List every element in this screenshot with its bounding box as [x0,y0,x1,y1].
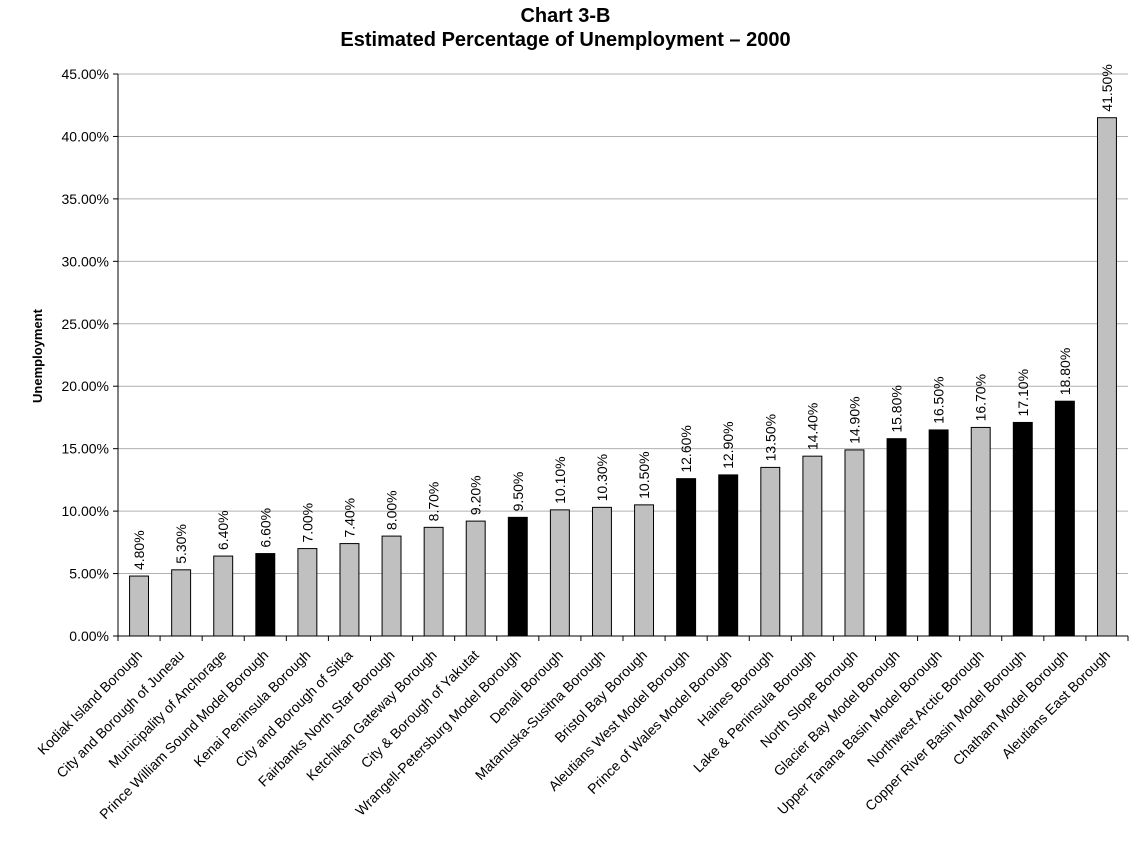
y-tick-label: 5.00% [69,566,109,582]
data-label: 8.00% [384,490,400,530]
data-label: 6.60% [257,508,273,548]
bar [928,429,949,637]
bar [339,543,360,637]
bar [844,449,865,637]
y-tick-label: 25.00% [62,316,109,332]
bar [507,516,528,637]
chart-title-line1: Chart 3-B [520,5,611,27]
chart-title: Chart 3-B Estimated Percentage of Unempl… [0,4,1131,52]
data-label: 5.30% [173,524,189,564]
bars [129,117,1117,637]
bar [802,455,823,637]
data-label: 10.50% [636,451,652,498]
y-tick-label: 45.00% [62,66,109,82]
bar [591,506,612,637]
bar [423,526,444,637]
bar [1054,400,1075,637]
data-label: 18.80% [1057,348,1073,395]
data-label: 9.50% [510,472,526,512]
y-tick-label: 30.00% [62,253,109,269]
data-label: 14.90% [846,396,862,443]
category-label: Denali Borough [486,647,566,727]
data-label: 12.60% [678,425,694,472]
data-label: 41.50% [1099,64,1115,111]
bar [1012,421,1033,637]
bar [465,520,486,637]
y-tick-label: 0.00% [69,628,109,644]
bar [634,504,655,637]
axes: 0.00% 5.00% 10.00% 15.00% 20.00% 25.00% 30.00%… [62,66,1129,644]
data-label: 13.50% [762,414,778,461]
data-label: 16.50% [931,376,947,423]
bar [129,575,150,637]
bar [886,438,907,637]
data-label: 4.80% [131,530,147,570]
bar [1096,117,1117,637]
chart-title-line2: Estimated Percentage of Unemployment – 2… [340,29,791,51]
y-tick-label: 15.00% [62,441,109,457]
y-axis-label: Unemployment [30,308,45,403]
bar [255,553,276,637]
data-labels: 4.80% 5.30% 6.40% 6.60% 7.00% 7.40% 8.00% 8.70%… [131,64,1115,570]
y-tick-label: 10.00% [62,503,109,519]
data-label: 7.00% [299,503,315,543]
data-label: 8.70% [426,482,442,522]
data-label: 7.40% [341,498,357,538]
bar [549,509,570,637]
data-label: 9.20% [468,475,484,515]
data-label: 16.70% [973,374,989,421]
data-label: 14.40% [804,403,820,450]
bar [760,466,781,637]
bar [213,555,234,637]
data-label: 17.10% [1015,369,1031,416]
bar [297,548,318,637]
category-label: Haines Borough [694,647,776,729]
y-tick-label: 20.00% [62,378,109,394]
bar [171,569,192,637]
bar [970,426,991,637]
data-label: 10.30% [594,454,610,501]
data-label: 6.40% [215,510,231,550]
y-tick-label: 35.00% [62,191,109,207]
bar [381,535,402,637]
bar [676,478,697,637]
bar [718,474,739,637]
data-label: 12.90% [720,421,736,468]
y-tick-label: 40.00% [62,128,109,144]
data-label: 15.80% [889,385,905,432]
gridlines [118,73,1128,575]
data-label: 10.10% [552,456,568,503]
